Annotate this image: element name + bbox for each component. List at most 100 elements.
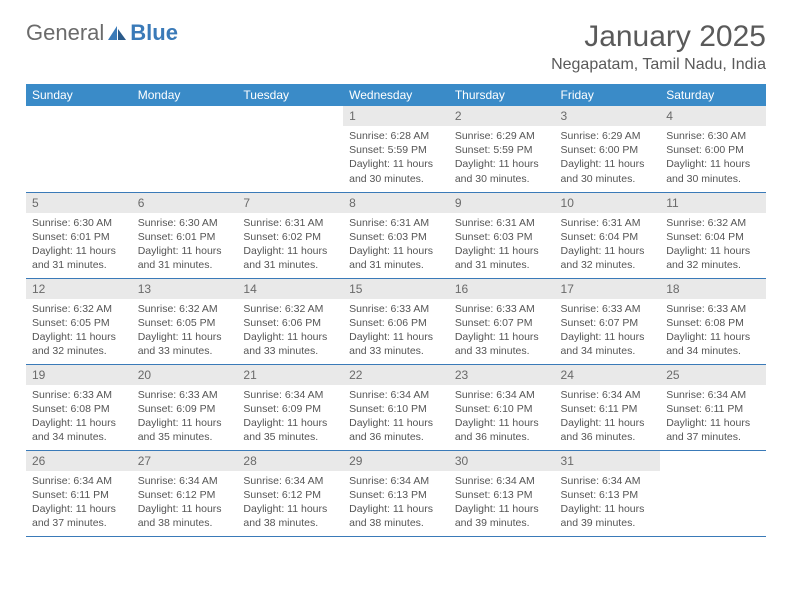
sunrise-text: Sunrise: 6:33 AM bbox=[455, 302, 549, 316]
calendar-cell: 9Sunrise: 6:31 AMSunset: 6:03 PMDaylight… bbox=[449, 192, 555, 278]
day-details: Sunrise: 6:28 AMSunset: 5:59 PMDaylight:… bbox=[343, 126, 449, 190]
day-number: 8 bbox=[343, 193, 449, 213]
calendar-cell: 26Sunrise: 6:34 AMSunset: 6:11 PMDayligh… bbox=[26, 450, 132, 536]
daylight-text: Daylight: 11 hours and 37 minutes. bbox=[666, 416, 760, 444]
sunrise-text: Sunrise: 6:31 AM bbox=[243, 216, 337, 230]
day-number: 26 bbox=[26, 451, 132, 471]
daylight-text: Daylight: 11 hours and 38 minutes. bbox=[138, 502, 232, 530]
sunset-text: Sunset: 6:03 PM bbox=[349, 230, 443, 244]
day-header-sunday: Sunday bbox=[26, 84, 132, 106]
day-details: Sunrise: 6:33 AMSunset: 6:08 PMDaylight:… bbox=[26, 385, 132, 449]
day-details: Sunrise: 6:33 AMSunset: 6:07 PMDaylight:… bbox=[449, 299, 555, 363]
daylight-text: Daylight: 11 hours and 34 minutes. bbox=[32, 416, 126, 444]
sunrise-text: Sunrise: 6:34 AM bbox=[666, 388, 760, 402]
calendar-cell: 21Sunrise: 6:34 AMSunset: 6:09 PMDayligh… bbox=[237, 364, 343, 450]
calendar-cell: 3 Sunrise: 6:29 AMSunset: 6:00 PMDaylight… bbox=[555, 106, 661, 192]
day-header-friday: Friday bbox=[555, 84, 661, 106]
day-header-tuesday: Tuesday bbox=[237, 84, 343, 106]
day-details: Sunrise: 6:31 AMSunset: 6:04 PMDaylight:… bbox=[555, 213, 661, 277]
sunrise-text: Sunrise: 6:29 AM bbox=[455, 129, 549, 143]
calendar-cell: 10Sunrise: 6:31 AMSunset: 6:04 PMDayligh… bbox=[555, 192, 661, 278]
day-details: Sunrise: 6:32 AMSunset: 6:04 PMDaylight:… bbox=[660, 213, 766, 277]
calendar-cell bbox=[237, 106, 343, 192]
calendar-cell: 27Sunrise: 6:34 AMSunset: 6:12 PMDayligh… bbox=[132, 450, 238, 536]
day-details: Sunrise: 6:31 AMSunset: 6:03 PMDaylight:… bbox=[449, 213, 555, 277]
calendar-cell: 22Sunrise: 6:34 AMSunset: 6:10 PMDayligh… bbox=[343, 364, 449, 450]
daylight-text: Daylight: 11 hours and 30 minutes. bbox=[561, 157, 655, 185]
sunset-text: Sunset: 6:08 PM bbox=[666, 316, 760, 330]
day-number: 25 bbox=[660, 365, 766, 385]
sunset-text: Sunset: 6:07 PM bbox=[455, 316, 549, 330]
daylight-text: Daylight: 11 hours and 38 minutes. bbox=[243, 502, 337, 530]
sunrise-text: Sunrise: 6:34 AM bbox=[32, 474, 126, 488]
calendar-cell: 24Sunrise: 6:34 AMSunset: 6:11 PMDayligh… bbox=[555, 364, 661, 450]
sunset-text: Sunset: 5:59 PM bbox=[455, 143, 549, 157]
day-number bbox=[132, 106, 238, 126]
calendar-cell: 13Sunrise: 6:32 AMSunset: 6:05 PMDayligh… bbox=[132, 278, 238, 364]
sunrise-text: Sunrise: 6:32 AM bbox=[243, 302, 337, 316]
sunrise-text: Sunrise: 6:32 AM bbox=[138, 302, 232, 316]
daylight-text: Daylight: 11 hours and 36 minutes. bbox=[349, 416, 443, 444]
sunset-text: Sunset: 6:06 PM bbox=[349, 316, 443, 330]
calendar-cell: 12Sunrise: 6:32 AMSunset: 6:05 PMDayligh… bbox=[26, 278, 132, 364]
daylight-text: Daylight: 11 hours and 33 minutes. bbox=[455, 330, 549, 358]
sunset-text: Sunset: 6:04 PM bbox=[561, 230, 655, 244]
day-details: Sunrise: 6:33 AMSunset: 6:07 PMDaylight:… bbox=[555, 299, 661, 363]
day-number: 29 bbox=[343, 451, 449, 471]
sunrise-text: Sunrise: 6:28 AM bbox=[349, 129, 443, 143]
calendar-cell bbox=[26, 106, 132, 192]
day-number: 22 bbox=[343, 365, 449, 385]
sunset-text: Sunset: 6:07 PM bbox=[561, 316, 655, 330]
sunrise-text: Sunrise: 6:34 AM bbox=[455, 388, 549, 402]
day-header-saturday: Saturday bbox=[660, 84, 766, 106]
week-row: 12Sunrise: 6:32 AMSunset: 6:05 PMDayligh… bbox=[26, 278, 766, 364]
week-row: 26Sunrise: 6:34 AMSunset: 6:11 PMDayligh… bbox=[26, 450, 766, 536]
calendar-cell: 5Sunrise: 6:30 AMSunset: 6:01 PMDaylight… bbox=[26, 192, 132, 278]
title-block: January 2025 Negapatam, Tamil Nadu, Indi… bbox=[551, 20, 766, 74]
sunrise-text: Sunrise: 6:34 AM bbox=[455, 474, 549, 488]
day-details: Sunrise: 6:31 AMSunset: 6:02 PMDaylight:… bbox=[237, 213, 343, 277]
daylight-text: Daylight: 11 hours and 32 minutes. bbox=[666, 244, 760, 272]
day-number: 15 bbox=[343, 279, 449, 299]
daylight-text: Daylight: 11 hours and 30 minutes. bbox=[349, 157, 443, 185]
logo-sail-icon bbox=[106, 24, 128, 42]
sunrise-text: Sunrise: 6:31 AM bbox=[455, 216, 549, 230]
day-header-monday: Monday bbox=[132, 84, 238, 106]
day-header-wednesday: Wednesday bbox=[343, 84, 449, 106]
daylight-text: Daylight: 11 hours and 33 minutes. bbox=[243, 330, 337, 358]
logo-text-blue: Blue bbox=[130, 20, 178, 46]
sunset-text: Sunset: 6:12 PM bbox=[243, 488, 337, 502]
calendar-cell: 18Sunrise: 6:33 AMSunset: 6:08 PMDayligh… bbox=[660, 278, 766, 364]
month-title: January 2025 bbox=[551, 20, 766, 54]
daylight-text: Daylight: 11 hours and 31 minutes. bbox=[243, 244, 337, 272]
day-details: Sunrise: 6:34 AMSunset: 6:13 PMDaylight:… bbox=[555, 471, 661, 535]
calendar-cell bbox=[132, 106, 238, 192]
sunset-text: Sunset: 6:13 PM bbox=[561, 488, 655, 502]
header: General Blue January 2025 Negapatam, Tam… bbox=[26, 20, 766, 74]
sunset-text: Sunset: 6:02 PM bbox=[243, 230, 337, 244]
daylight-text: Daylight: 11 hours and 39 minutes. bbox=[455, 502, 549, 530]
day-details: Sunrise: 6:30 AMSunset: 6:01 PMDaylight:… bbox=[26, 213, 132, 277]
sunset-text: Sunset: 6:10 PM bbox=[455, 402, 549, 416]
sunset-text: Sunset: 6:12 PM bbox=[138, 488, 232, 502]
sunset-text: Sunset: 6:03 PM bbox=[455, 230, 549, 244]
calendar-cell bbox=[660, 450, 766, 536]
day-details: Sunrise: 6:34 AMSunset: 6:12 PMDaylight:… bbox=[132, 471, 238, 535]
calendar-cell: 16Sunrise: 6:33 AMSunset: 6:07 PMDayligh… bbox=[449, 278, 555, 364]
sunrise-text: Sunrise: 6:34 AM bbox=[243, 388, 337, 402]
sunrise-text: Sunrise: 6:33 AM bbox=[349, 302, 443, 316]
daylight-text: Daylight: 11 hours and 31 minutes. bbox=[349, 244, 443, 272]
daylight-text: Daylight: 11 hours and 32 minutes. bbox=[561, 244, 655, 272]
day-number: 5 bbox=[26, 193, 132, 213]
sunrise-text: Sunrise: 6:29 AM bbox=[561, 129, 655, 143]
sunset-text: Sunset: 6:00 PM bbox=[561, 143, 655, 157]
day-number: 27 bbox=[132, 451, 238, 471]
sunrise-text: Sunrise: 6:33 AM bbox=[32, 388, 126, 402]
sunrise-text: Sunrise: 6:34 AM bbox=[561, 474, 655, 488]
daylight-text: Daylight: 11 hours and 36 minutes. bbox=[561, 416, 655, 444]
calendar-cell: 7Sunrise: 6:31 AMSunset: 6:02 PMDaylight… bbox=[237, 192, 343, 278]
daylight-text: Daylight: 11 hours and 30 minutes. bbox=[666, 157, 760, 185]
day-number: 30 bbox=[449, 451, 555, 471]
sunrise-text: Sunrise: 6:34 AM bbox=[349, 388, 443, 402]
day-number: 3 bbox=[555, 106, 661, 126]
